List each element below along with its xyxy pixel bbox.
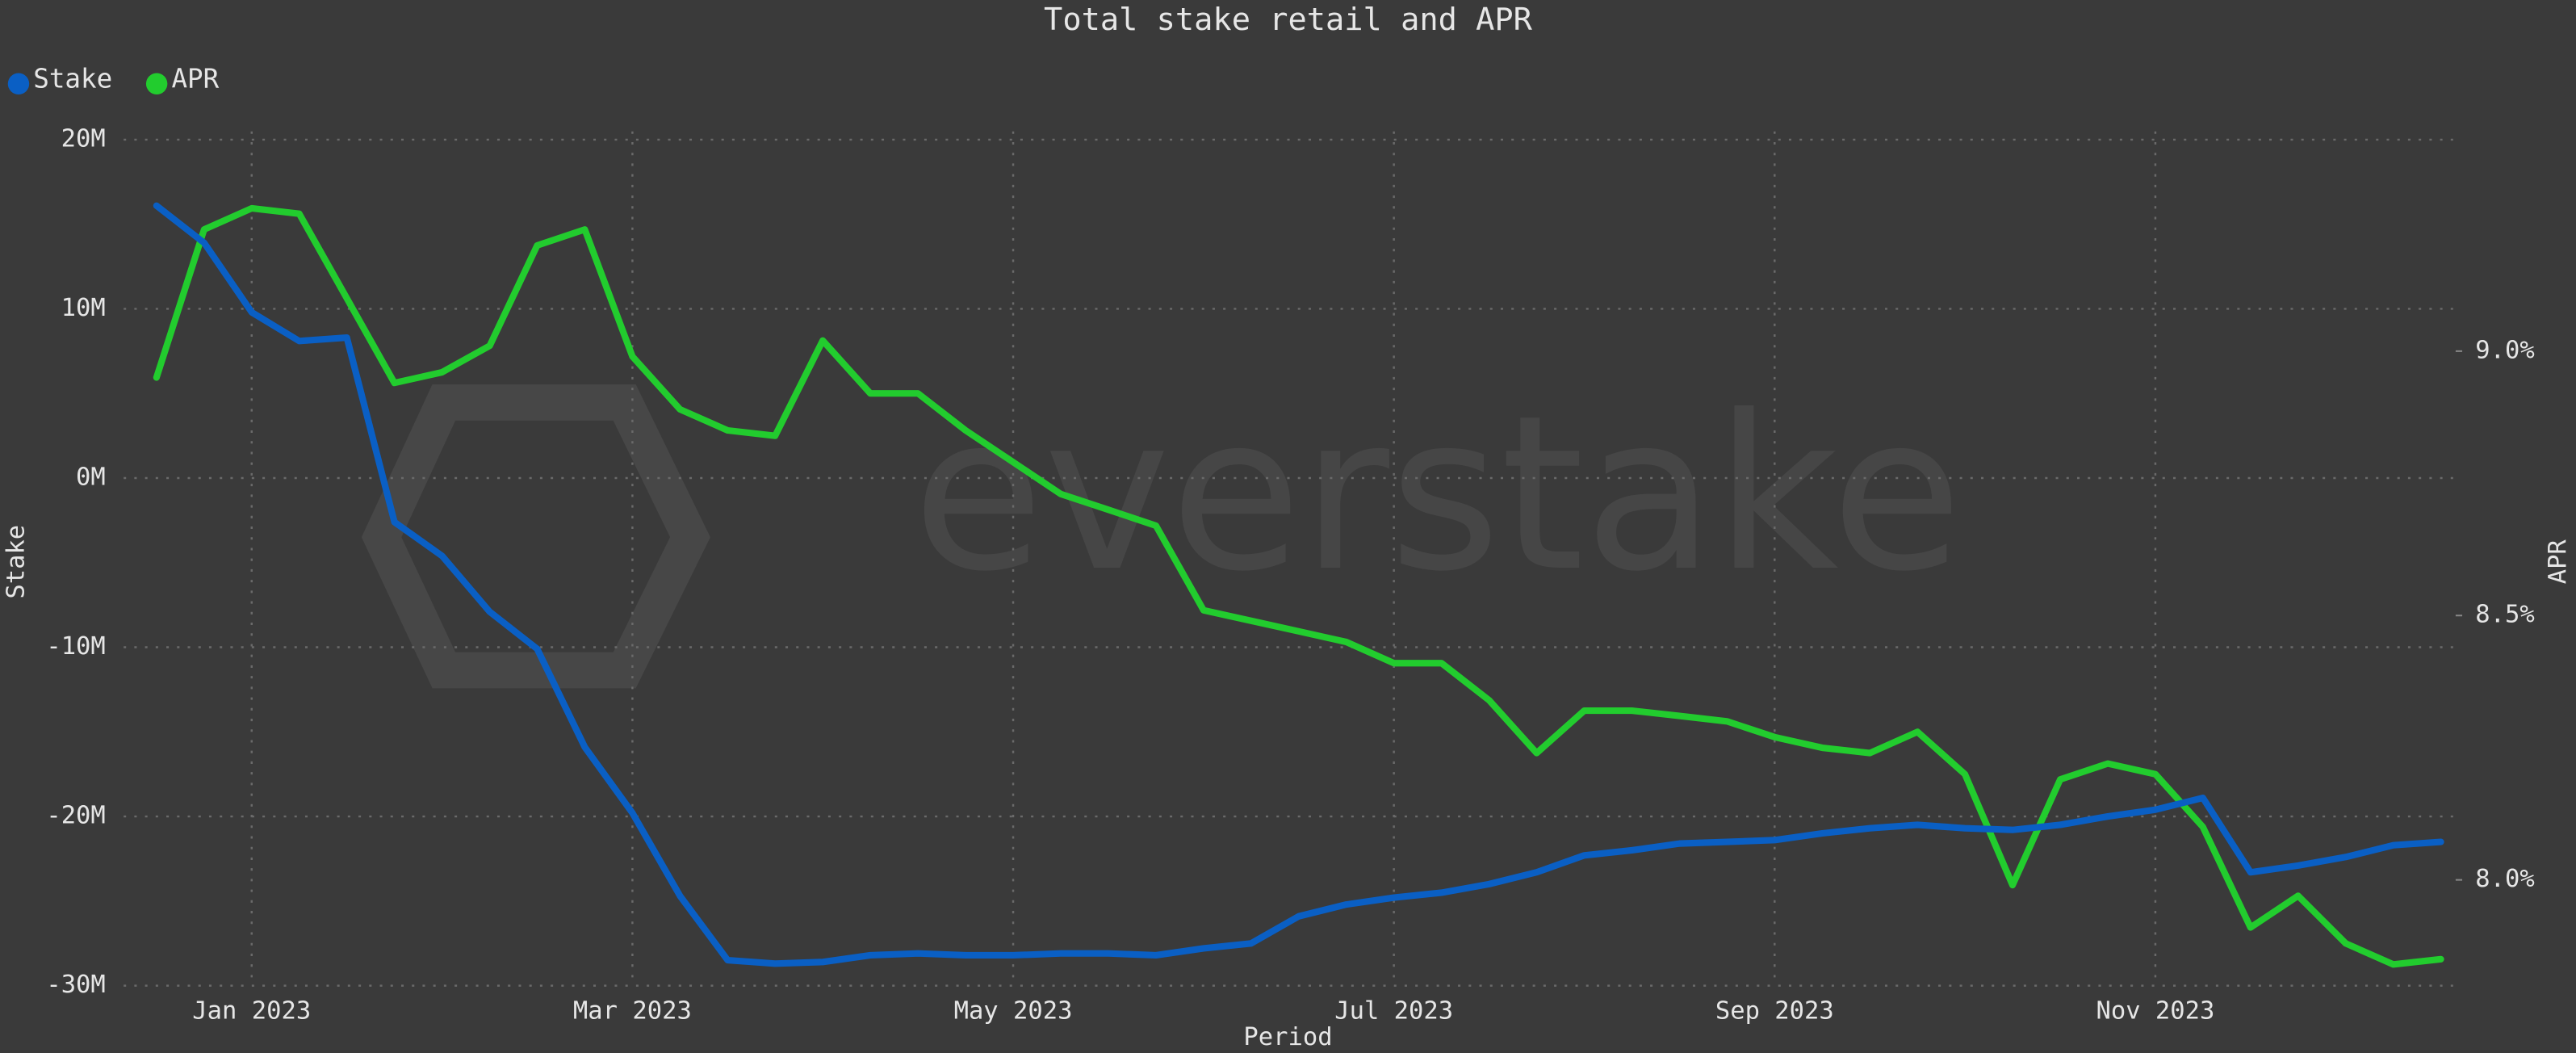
series-line <box>153 202 2444 967</box>
watermark-logo <box>361 384 710 689</box>
x-axis-title: Period <box>1243 1023 1332 1051</box>
y2-tick-label: 8.0% <box>2475 865 2534 893</box>
legend-marker <box>145 73 168 94</box>
y-tick-label: 10M <box>61 294 106 322</box>
x-tick-label: Mar 2023 <box>573 997 692 1026</box>
y-axis-title: Stake <box>2 525 30 599</box>
legend-label: APR <box>171 64 219 94</box>
y2-axis-title: APR <box>2545 539 2573 585</box>
watermark: everstake <box>912 371 1962 619</box>
x-tick-label: Jan 2023 <box>192 997 311 1026</box>
y-tick-label: 0M <box>76 463 106 491</box>
chart-title: Total stake retail and APR <box>1044 2 1533 38</box>
y-tick-label: -20M <box>46 802 105 830</box>
legend-item: Stake <box>7 64 112 94</box>
x-tick-label: Sep 2023 <box>1715 997 1834 1026</box>
y-tick-label: -30M <box>46 971 105 999</box>
y-tick-label: 20M <box>61 124 106 153</box>
series-line <box>153 204 2444 968</box>
x-tick-label: Nov 2023 <box>2096 997 2214 1026</box>
legend-item: APR <box>145 64 220 94</box>
x-tick-label: May 2023 <box>954 997 1073 1026</box>
legend-label: Stake <box>33 64 112 94</box>
x-tick-label: Jul 2023 <box>1334 997 1453 1026</box>
y2-tick-label: 9.0% <box>2475 336 2534 364</box>
y-tick-label: -10M <box>46 632 105 661</box>
y2-tick-label: 8.5% <box>2475 601 2534 629</box>
legend-marker <box>7 73 30 94</box>
